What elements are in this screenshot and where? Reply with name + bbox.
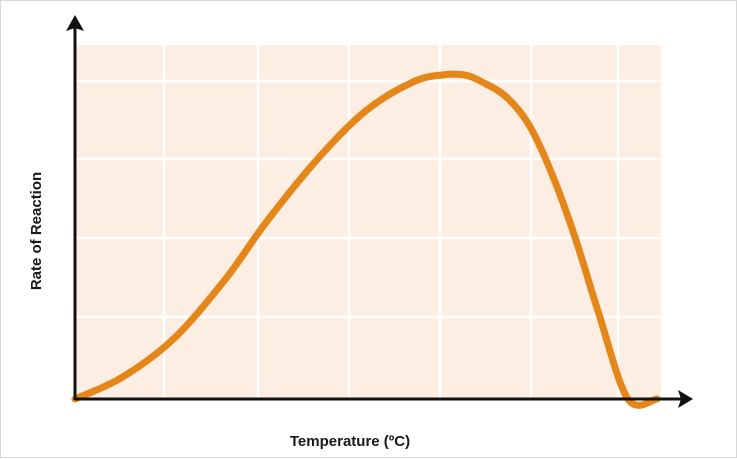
x-axis-label: Temperature (ºC) <box>290 433 410 450</box>
series-line-1 <box>71 70 661 409</box>
grid-group <box>75 45 661 399</box>
x-axis-arrowhead <box>678 390 693 408</box>
curve-group <box>71 70 661 409</box>
y-axis-arrowhead <box>66 15 84 31</box>
y-axis-label: Rate of Reaction <box>28 172 45 290</box>
axes-group <box>66 15 693 408</box>
